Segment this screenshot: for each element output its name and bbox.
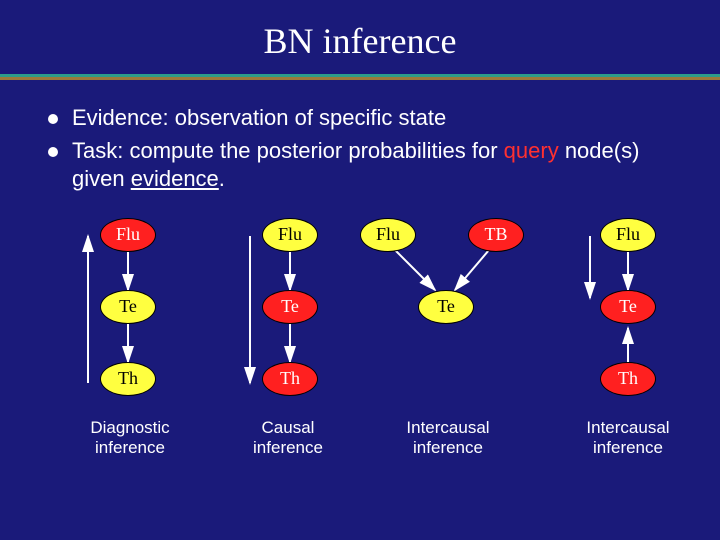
node-label: Flu (616, 224, 640, 245)
node-te: Te (600, 290, 656, 324)
diagram-caption: Causalinference (228, 418, 348, 459)
diagram-area: Flu Te Th Diagnosticinference Flu Te Th … (0, 208, 720, 508)
bullet-evidence-word: evidence (131, 166, 219, 191)
bullet-text: Evidence: observation of specific state (72, 104, 446, 133)
node-te: Te (262, 290, 318, 324)
bullet-item: Task: compute the posterior probabilitie… (48, 137, 692, 194)
page-title: BN inference (0, 0, 720, 74)
bullet-dot-icon (48, 114, 58, 124)
node-label: Flu (278, 224, 302, 245)
bullet-item: Evidence: observation of specific state (48, 104, 692, 133)
node-flu: Flu (262, 218, 318, 252)
node-label: Flu (116, 224, 140, 245)
bullet-prefix: Task: compute the posterior probabilitie… (72, 138, 504, 163)
node-th: Th (600, 362, 656, 396)
node-flu: Flu (360, 218, 416, 252)
bullet-list: Evidence: observation of specific state … (0, 80, 720, 208)
node-label: Te (281, 296, 299, 317)
node-label: Th (618, 368, 638, 389)
node-label: Th (118, 368, 138, 389)
node-label: Te (437, 296, 455, 317)
diagram-caption: Diagnosticinference (70, 418, 190, 459)
node-th: Th (100, 362, 156, 396)
node-th: Th (262, 362, 318, 396)
diagram-caption: Intercausalinference (388, 418, 508, 459)
bullet-dot-icon (48, 147, 58, 157)
bullet-suffix: . (219, 166, 225, 191)
arrows-svg (0, 208, 720, 508)
bullet-text: Task: compute the posterior probabilitie… (72, 137, 692, 194)
node-tb: TB (468, 218, 524, 252)
bullet-prefix: Evidence: observation of specific state (72, 105, 446, 130)
node-flu: Flu (100, 218, 156, 252)
node-te: Te (100, 290, 156, 324)
node-flu: Flu (600, 218, 656, 252)
node-label: Te (119, 296, 137, 317)
node-te: Te (418, 290, 474, 324)
node-label: Te (619, 296, 637, 317)
node-label: Th (280, 368, 300, 389)
title-divider (0, 74, 720, 80)
bullet-query-word: query (504, 138, 559, 163)
node-label: TB (484, 224, 507, 245)
diagram-caption: Intercausalinference (568, 418, 688, 459)
node-label: Flu (376, 224, 400, 245)
